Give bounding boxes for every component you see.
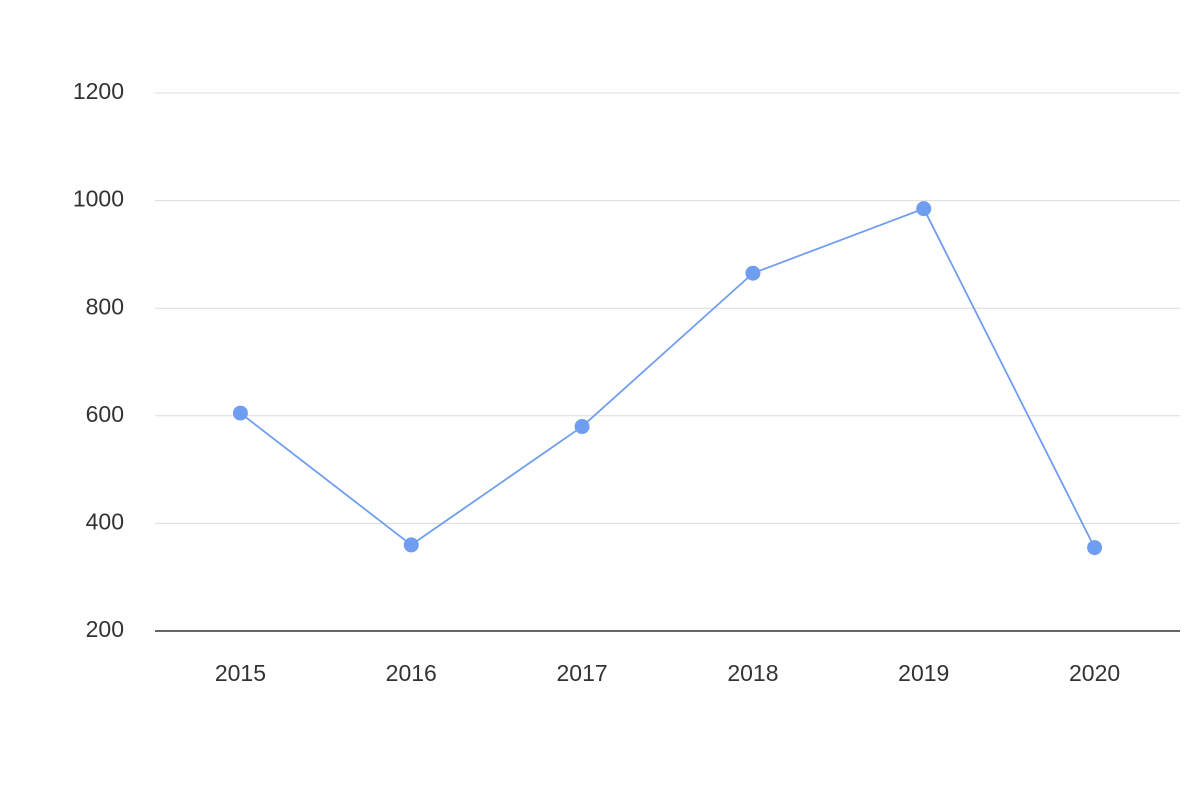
y-tick-label: 800 [86,293,124,319]
data-point [232,405,248,421]
x-tick-label: 2017 [556,660,607,686]
x-tick-label: 2015 [215,660,266,686]
y-tick-label: 400 [86,508,124,534]
x-tick-label: 2020 [1069,660,1120,686]
y-tick-label: 200 [86,616,124,642]
x-tick-label: 2016 [386,660,437,686]
x-tick-label: 2019 [898,660,949,686]
y-tick-label: 1200 [73,78,124,104]
data-point [1087,540,1103,556]
data-point [916,201,932,217]
data-point [574,419,590,435]
x-tick-label: 2018 [727,660,778,686]
data-point [403,537,419,553]
data-point [745,265,761,281]
y-tick-label: 600 [86,401,124,427]
line-series [239,207,1096,549]
y-tick-label: 1000 [73,186,124,212]
